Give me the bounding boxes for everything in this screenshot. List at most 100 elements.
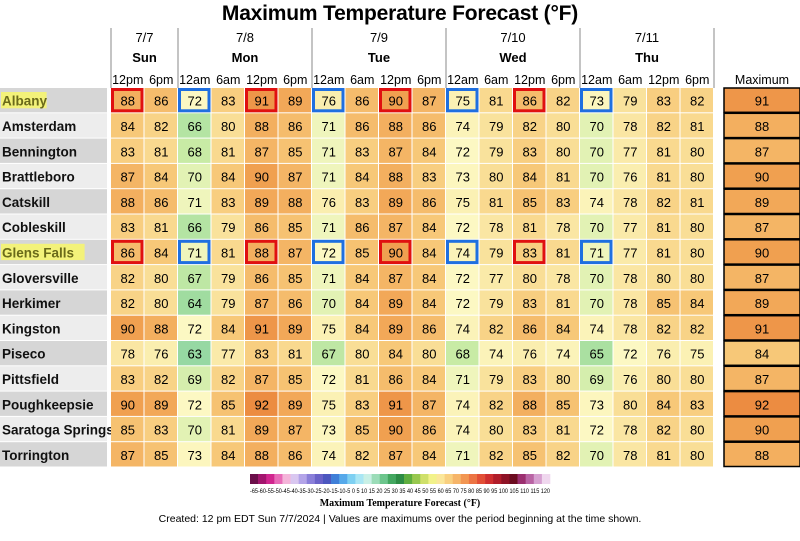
cell-value: 83 [422, 170, 436, 185]
colorbar-ticks: -65-60-55-50-45-40-35-30-25-20-15-10-5 0… [250, 488, 550, 495]
heat-cell [245, 366, 278, 391]
cell-value: 84 [422, 144, 436, 159]
heat-cell [412, 163, 445, 189]
heat-cell [111, 163, 144, 189]
max-header: Maximum [735, 73, 789, 87]
cell-value: 74 [456, 321, 470, 336]
cell-value: 87 [288, 423, 302, 438]
heat-cell [580, 189, 613, 214]
time-label: 6am [484, 73, 508, 87]
cell-value: 82 [355, 448, 369, 463]
cell-value: 81 [288, 347, 302, 362]
heat-cell [178, 239, 211, 265]
colorbar-swatch [452, 474, 462, 484]
high-box [245, 239, 278, 265]
location-label-bg [0, 163, 107, 189]
cell-value: 87 [389, 448, 403, 463]
heat-cell [278, 391, 311, 416]
heat-cell [513, 341, 546, 366]
cell-value: 81 [523, 220, 537, 235]
cell-value: 79 [221, 220, 235, 235]
heat-cell [345, 416, 378, 442]
heat-cell [580, 442, 613, 467]
cell-value: 71 [322, 144, 336, 159]
day-name: Thu [635, 50, 659, 65]
cell-value: 84 [389, 347, 403, 362]
cell-value: 92 [255, 397, 269, 412]
heat-cell [379, 88, 412, 113]
cell-value: 72 [322, 245, 336, 260]
cell-value: 70 [590, 448, 604, 463]
heat-cell [379, 416, 412, 442]
cell-value: 76 [657, 347, 671, 362]
cell-value: 90 [255, 170, 269, 185]
heat-cell [312, 290, 345, 315]
heat-cell [412, 113, 445, 138]
colorbar-swatch [371, 474, 381, 484]
cell-value: 74 [456, 423, 470, 438]
location-label-bg [0, 265, 107, 290]
cell-value: 86 [523, 321, 537, 336]
colorbar-swatch [485, 474, 494, 484]
cell-value: 85 [355, 423, 369, 438]
cell-value: 84 [154, 245, 168, 260]
cell-value: 81 [657, 220, 671, 235]
heat-cell [479, 214, 512, 239]
cell-value: 71 [322, 220, 336, 235]
heat-cell [278, 265, 311, 290]
heat-cell [546, 265, 579, 290]
low-box [580, 239, 613, 265]
cell-value: 91 [389, 397, 403, 412]
heat-cell [446, 189, 479, 214]
cell-value: 88 [523, 397, 537, 412]
cell-value: 85 [288, 220, 302, 235]
heat-cell [345, 214, 378, 239]
heat-cell [546, 416, 579, 442]
heat-cell [613, 189, 646, 214]
cell-value: 79 [489, 119, 503, 134]
heat-cell [412, 214, 445, 239]
cell-value: 89 [288, 94, 302, 109]
location-label-bg [0, 315, 107, 340]
cell-value: 90 [389, 245, 403, 260]
cell-value: 91 [255, 94, 269, 109]
colorbar-swatch [298, 474, 308, 484]
cell-value: 86 [355, 119, 369, 134]
cell-value: 85 [556, 397, 570, 412]
heat-cell [546, 189, 579, 214]
cell-value: 77 [221, 347, 235, 362]
cell-value: 78 [489, 220, 503, 235]
max-cell [723, 340, 800, 367]
cell-value: 74 [456, 245, 470, 260]
heat-cell [178, 366, 211, 391]
cell-value: 81 [657, 144, 671, 159]
heat-cell [613, 163, 646, 189]
heat-cell [446, 341, 479, 366]
location-highlight [1, 92, 47, 109]
time-label: 12am [447, 73, 478, 87]
cell-value: 78 [623, 448, 637, 463]
heat-cell [580, 290, 613, 315]
heat-cell [613, 138, 646, 163]
heat-cell [479, 341, 512, 366]
heat-cell [111, 239, 144, 265]
time-label: 6pm [417, 73, 441, 87]
heat-cell [144, 138, 177, 163]
cell-value: 80 [690, 170, 704, 185]
cell-value: 75 [322, 397, 336, 412]
heat-cell [446, 391, 479, 416]
cell-value: 78 [623, 195, 637, 210]
heat-cell [680, 239, 713, 265]
cell-value: 88 [255, 245, 269, 260]
heat-cell [446, 214, 479, 239]
heat-cell [178, 163, 211, 189]
heat-cell [245, 113, 278, 138]
cell-value: 88 [255, 119, 269, 134]
cell-value: 84 [422, 220, 436, 235]
cell-value: 69 [188, 372, 202, 387]
cell-value: 81 [657, 448, 671, 463]
heat-cell [178, 416, 211, 442]
heat-cell [278, 138, 311, 163]
heat-cell [647, 265, 680, 290]
cell-value: 83 [657, 94, 671, 109]
